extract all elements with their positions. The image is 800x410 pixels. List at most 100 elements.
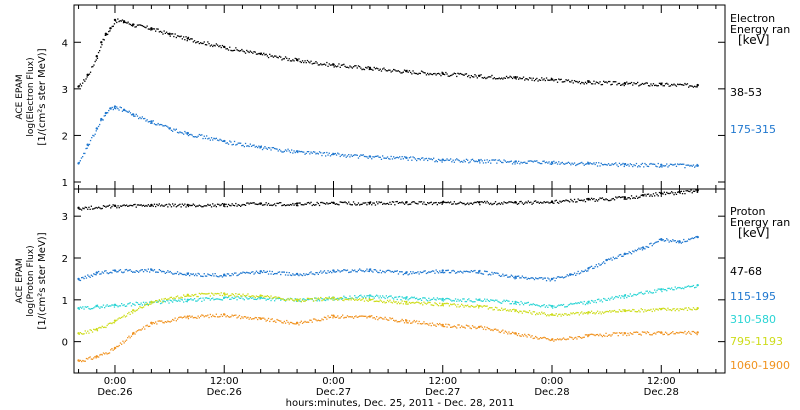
trace-dot (357, 299, 360, 301)
trace-dot (577, 336, 579, 338)
trace-dot (184, 298, 186, 300)
trace-dot (90, 358, 92, 360)
trace-dot (263, 270, 265, 272)
trace-dot (610, 199, 612, 201)
trace-dot (195, 42, 197, 44)
trace-dot (201, 300, 203, 302)
trace-dot (419, 201, 421, 203)
trace-dot (305, 273, 307, 275)
trace-dot (360, 154, 362, 156)
trace-dot (417, 322, 419, 325)
trace-dot (543, 336, 545, 338)
trace-dot (237, 204, 239, 206)
trace-dot (566, 79, 568, 82)
trace-dot (162, 205, 164, 207)
trace-dot (306, 202, 309, 204)
trace-dot (470, 75, 472, 77)
trace-dot (437, 272, 440, 274)
trace-dot (573, 272, 576, 274)
trace-dot (216, 292, 219, 295)
trace-dot (178, 273, 180, 276)
trace-dot (233, 295, 236, 297)
trace-dot (621, 295, 623, 297)
trace-dot (206, 275, 208, 277)
trace-dot (692, 307, 695, 309)
trace-dot (430, 304, 432, 306)
legend-entry: 1060-1900 (730, 359, 790, 372)
trace-dot (141, 307, 143, 309)
trace-dot (630, 81, 633, 84)
trace-dot (351, 67, 353, 69)
trace-dot (582, 271, 584, 273)
trace-dot (175, 128, 177, 130)
trace-dot (278, 297, 281, 299)
trace-dot (340, 270, 343, 272)
trace-dot (303, 273, 305, 275)
trace-dot (179, 300, 181, 302)
trace-dot (494, 272, 497, 274)
trace-dot (513, 76, 515, 78)
trace-dot (322, 202, 324, 204)
trace-dot (664, 331, 667, 333)
legend-title: Energy ran (730, 216, 790, 229)
trace-dot (461, 303, 463, 305)
trace-dot (684, 82, 686, 85)
trace-dot (249, 272, 251, 275)
trace-dot (468, 162, 470, 164)
trace-dot (129, 269, 131, 271)
data-point (113, 204, 117, 207)
trace-dot (450, 74, 452, 77)
trace-dot (345, 316, 347, 319)
trace-dot (133, 271, 135, 273)
trace-dot (598, 82, 600, 85)
trace-dot (227, 203, 230, 206)
trace-dot (193, 204, 196, 206)
trace-dot (326, 298, 328, 300)
trace-dot (166, 31, 168, 33)
trace-dot (519, 163, 521, 165)
trace-dot (81, 307, 83, 309)
trace-dot (172, 33, 174, 35)
trace-dot (410, 297, 412, 299)
trace-dot (581, 81, 583, 84)
trace-dot (499, 309, 502, 311)
trace-dot (658, 82, 661, 84)
trace-dot (684, 286, 686, 288)
trace-dot (152, 120, 154, 122)
trace-dot (133, 303, 135, 305)
trace-dot (464, 270, 466, 273)
trace-dot (626, 310, 628, 312)
trace-dot (649, 243, 651, 245)
trace-dot (169, 204, 171, 206)
trace-dot (206, 293, 208, 295)
trace-dot (573, 162, 576, 164)
trace-dot (680, 287, 682, 290)
trace-dot (247, 316, 249, 318)
trace-dot (592, 83, 594, 85)
trace-dot (536, 312, 538, 314)
trace-dot (265, 53, 267, 55)
trace-dot (508, 201, 510, 203)
trace-dot (498, 274, 500, 276)
trace-dot (250, 295, 253, 297)
trace-dot (471, 301, 474, 303)
trace-dot (111, 272, 113, 274)
trace-dot (216, 316, 219, 318)
data-point (477, 304, 481, 308)
trace-dot (651, 310, 653, 313)
trace-dot (587, 313, 589, 315)
trace-dot (146, 303, 148, 305)
trace-dot (502, 329, 504, 331)
trace-dot (187, 205, 190, 208)
trace-dot (538, 312, 540, 314)
data-point (77, 206, 80, 210)
trace-dot (476, 161, 478, 163)
trace-dot (505, 202, 508, 204)
trace-dot (265, 147, 267, 149)
trace-dot (420, 157, 423, 159)
trace-dot (617, 165, 619, 168)
data-point (660, 163, 663, 166)
trace-dot (360, 203, 362, 206)
trace-dot (601, 311, 604, 313)
trace-dot (221, 203, 224, 205)
